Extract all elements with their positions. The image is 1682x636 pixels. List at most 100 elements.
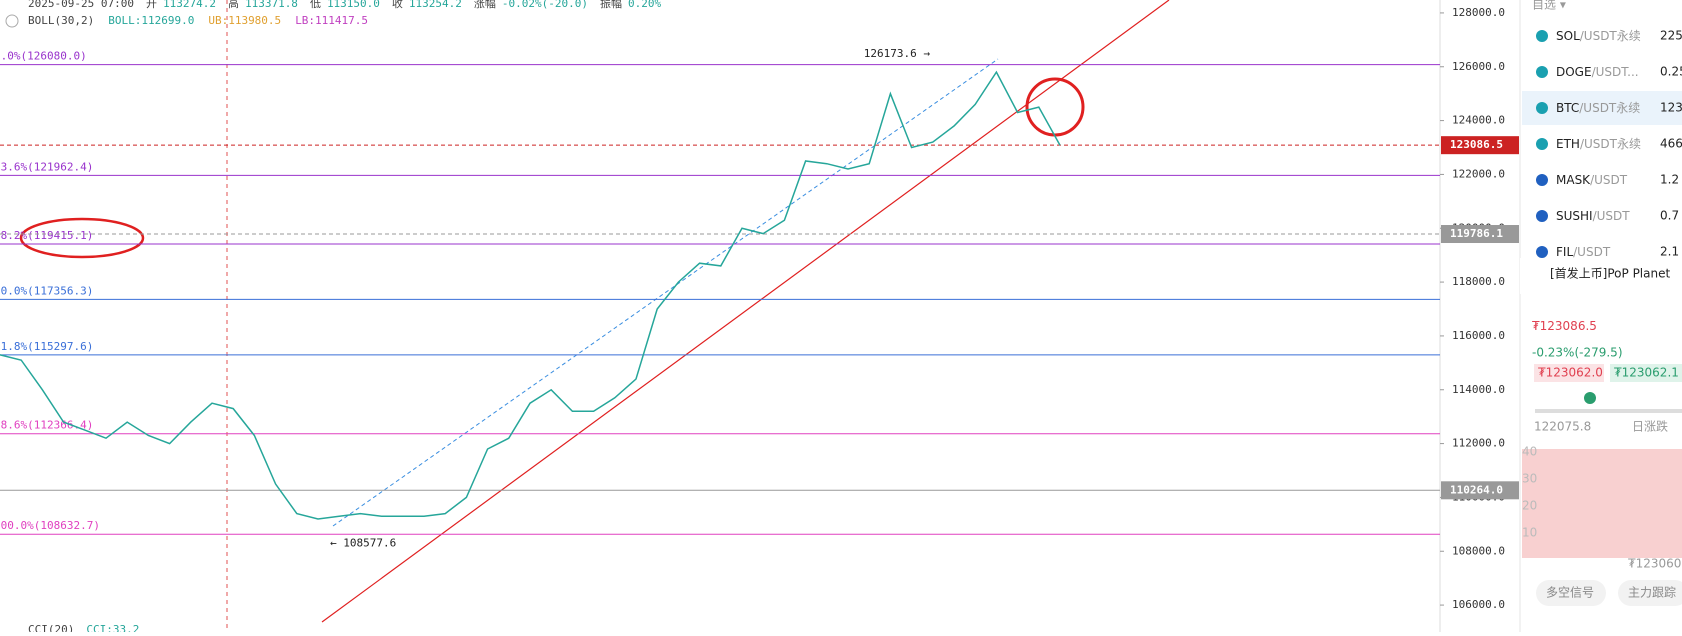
watch-row[interactable]: FIL/USDT bbox=[1556, 245, 1611, 259]
field-value: -0.02%(-20.0) bbox=[502, 0, 588, 10]
pair: /USDT bbox=[1573, 245, 1611, 259]
depth-tick: 10 bbox=[1522, 526, 1537, 540]
field-value: 113274.2 bbox=[163, 0, 216, 10]
price-tag-label: 123086.5 bbox=[1450, 138, 1503, 151]
ask-bg bbox=[1610, 364, 1682, 382]
highlight-ellipse bbox=[19, 217, 145, 259]
button-bg[interactable] bbox=[1536, 580, 1606, 606]
currency: ₮ bbox=[1532, 319, 1540, 333]
panel-button[interactable]: 主力跟踪 bbox=[1628, 586, 1676, 600]
watch-price: 225 bbox=[1660, 29, 1682, 43]
price-tag-label: 119786.1 bbox=[1450, 227, 1503, 240]
watch-row[interactable]: SOL/USDT永续 bbox=[1556, 29, 1641, 43]
watch-row[interactable]: MASK/USDT bbox=[1556, 173, 1628, 187]
field-label: 涨幅 bbox=[474, 0, 496, 10]
y-tick-label: 122000.0 bbox=[1452, 167, 1505, 180]
indicator-value: UB:113980.5 bbox=[208, 14, 281, 27]
y-tick-label: 126000.0 bbox=[1452, 60, 1505, 73]
fib-label: 23.6%(121962.4) bbox=[0, 160, 93, 173]
coin-icon bbox=[1536, 66, 1548, 78]
change: -0.23%(-279.5) bbox=[1532, 346, 1623, 360]
watch-row[interactable]: ETH/USDT永续 bbox=[1556, 137, 1641, 151]
y-tick-label: 112000.0 bbox=[1452, 437, 1505, 450]
pair: /USDT bbox=[1590, 173, 1628, 187]
watch-price: 1.2 bbox=[1660, 173, 1679, 187]
indicator-value: LB:111417.5 bbox=[295, 14, 368, 27]
pair: /USDT永续 bbox=[1579, 101, 1640, 115]
price-tag bbox=[1441, 136, 1519, 155]
time: 2025-09-25 07:00 bbox=[28, 0, 134, 10]
button-bg[interactable] bbox=[1618, 580, 1682, 606]
panel-button[interactable]: 多空信号 bbox=[1546, 586, 1594, 600]
coin-icon bbox=[1536, 246, 1548, 258]
watch-row[interactable]: BTC/USDT永续 bbox=[1556, 101, 1640, 115]
fib-label: 78.6%(112366.4) bbox=[0, 419, 93, 432]
watch-price: 0.7 bbox=[1660, 209, 1679, 223]
last-price: ₮123086.5 bbox=[1532, 319, 1597, 333]
ask: ₮123062.1 bbox=[1614, 366, 1679, 380]
price: 123086.5 bbox=[1540, 319, 1597, 333]
watch-price: 1230 bbox=[1660, 101, 1682, 115]
toggle[interactable] bbox=[5, 14, 19, 28]
field-value: 0.20% bbox=[628, 0, 661, 10]
annotation: ← 108577.6 bbox=[330, 537, 396, 550]
sub-value: CCI:33.2 bbox=[86, 623, 139, 632]
field-label: 低 bbox=[310, 0, 321, 10]
channel-line bbox=[332, 58, 999, 527]
sub-name: CCI(20) bbox=[28, 623, 74, 632]
symbol: BTC bbox=[1556, 101, 1579, 115]
bid-bg bbox=[1534, 364, 1604, 382]
indicator-name: BOLL(30,2) bbox=[28, 14, 94, 27]
depth-price: ₮123060 bbox=[1628, 557, 1681, 571]
price-line bbox=[0, 70, 1061, 520]
slider-knob[interactable] bbox=[1584, 392, 1596, 404]
range-low: 122075.8 bbox=[1534, 420, 1591, 434]
pair: /USDT bbox=[1593, 209, 1631, 223]
pair: /USDT... bbox=[1592, 65, 1639, 79]
coin-icon bbox=[1536, 174, 1548, 186]
field-label: 开 bbox=[146, 0, 157, 10]
ohlc-header: 2025-09-25 07:00 开 113274.2 高 113371.8 低 11315… bbox=[28, 0, 661, 10]
tab: 自选 ▾ bbox=[1532, 0, 1566, 12]
bid: ₮123062.0 bbox=[1538, 366, 1603, 380]
symbol: SOL bbox=[1556, 29, 1580, 43]
symbol: FIL bbox=[1556, 245, 1573, 259]
row-highlight bbox=[1522, 91, 1682, 125]
pair: /USDT永续 bbox=[1580, 29, 1641, 43]
watch-price: 466 bbox=[1660, 137, 1682, 151]
field-value: 113254.2 bbox=[409, 0, 462, 10]
fib-label: 50.0%(117356.3) bbox=[0, 284, 93, 297]
symbol: ETH bbox=[1556, 137, 1580, 151]
price-tag-label: 110264.0 bbox=[1450, 483, 1503, 496]
fib-label: 100.0%(108632.7) bbox=[0, 519, 100, 532]
coin-icon bbox=[1536, 210, 1548, 222]
y-tick-label: 114000.0 bbox=[1452, 383, 1505, 396]
field-value: 113150.0 bbox=[327, 0, 380, 10]
price-tag bbox=[1441, 225, 1519, 244]
indicator-value: BOLL:112699.0 bbox=[108, 14, 194, 27]
y-tick-label: 106000.0 bbox=[1452, 598, 1505, 611]
y-tick-label: 128000.0 bbox=[1452, 6, 1505, 19]
notice-bg bbox=[1520, 258, 1682, 294]
y-tick-label: 116000.0 bbox=[1452, 329, 1505, 342]
pair: /USDT永续 bbox=[1580, 137, 1641, 151]
annotation: 126173.6 → bbox=[864, 47, 931, 60]
fib-label: 38.2%(119415.1) bbox=[0, 229, 93, 242]
y-tick-label: 124000.0 bbox=[1452, 114, 1505, 127]
symbol: DOGE bbox=[1556, 65, 1592, 79]
coin-icon bbox=[1536, 102, 1548, 114]
coin-icon bbox=[1536, 138, 1548, 150]
y-tick-label: 108000.0 bbox=[1452, 544, 1505, 557]
watch-row[interactable]: SUSHI/USDT bbox=[1556, 209, 1630, 223]
fib-label: 61.8%(115297.6) bbox=[0, 340, 93, 353]
depth-tick: 30 bbox=[1522, 472, 1537, 486]
depth-tick: 20 bbox=[1522, 499, 1537, 513]
fib-label: 0.0%(126080.0) bbox=[0, 50, 87, 63]
symbol: MASK bbox=[1556, 173, 1591, 187]
notice: [首发上币]PoP Planet bbox=[1550, 266, 1670, 281]
field-label: 收 bbox=[392, 0, 403, 10]
y-tick-label: 118000.0 bbox=[1452, 275, 1505, 288]
watch-row[interactable]: DOGE/USDT... bbox=[1556, 65, 1639, 79]
indicator-header: BOLL(30,2) BOLL:112699.0 UB:113980.5 LB:111… bbox=[28, 14, 368, 27]
